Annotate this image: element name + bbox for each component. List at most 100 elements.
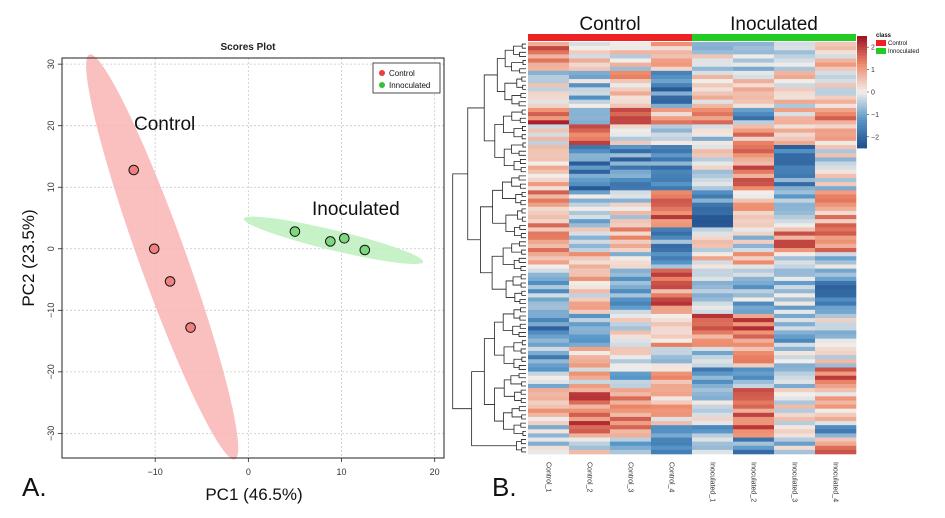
heatmap-cell — [692, 62, 734, 68]
heatmap-cell — [651, 190, 693, 195]
heatmap-dendrogram-branch — [467, 107, 485, 241]
heatmap-cell — [815, 74, 857, 80]
heatmap-dendrogram-branch — [519, 159, 526, 164]
heatmap-cell — [774, 334, 816, 339]
heatmap-cell — [528, 215, 570, 220]
heatmap-cell — [774, 412, 816, 418]
heatmap-cell — [610, 58, 652, 63]
heatmap-cell — [815, 379, 857, 385]
heatmap-cell — [774, 318, 816, 323]
heatmap-cell — [692, 87, 734, 92]
heatmap-group-labels: Control Inoculated — [579, 14, 817, 35]
heatmap-cell — [528, 351, 570, 356]
heatmap-cell — [815, 367, 857, 372]
heatmap-cell — [815, 363, 857, 368]
heatmap-cell — [528, 375, 570, 381]
heatmap-cell — [692, 433, 734, 438]
heatmap-cell — [815, 445, 857, 451]
heatmap-cell — [733, 318, 775, 323]
heatmap-cell — [528, 437, 570, 442]
heatmap-cell — [610, 301, 652, 306]
heatmap-cell — [692, 124, 734, 129]
heatmap-cell — [733, 74, 775, 80]
heatmap-cell — [610, 412, 652, 418]
heatmap-cell — [733, 425, 775, 430]
heatmap-cell — [651, 318, 693, 323]
heatmap-cell — [610, 375, 652, 381]
heatmap-cell — [528, 132, 570, 138]
heatmap-cell — [774, 161, 816, 166]
heatmap-cell — [692, 153, 734, 158]
heatmap-cell — [528, 95, 570, 100]
heatmap-cell — [569, 239, 611, 245]
heatmap-cell — [774, 227, 816, 232]
heatmap-cell — [815, 62, 857, 68]
heatmap-cell — [651, 149, 693, 154]
heatmap-dendrogram-branch — [518, 101, 526, 107]
heatmap-cell — [528, 318, 570, 323]
heatmap-cell — [651, 408, 693, 414]
heatmap-cell — [733, 301, 775, 306]
heatmap-colorbar-segment — [857, 72, 867, 76]
heatmap-cell — [569, 95, 611, 100]
heatmap-cell — [692, 421, 734, 426]
heatmap-cell — [733, 231, 775, 236]
heatmap-cell — [733, 239, 775, 245]
heatmap-cell — [692, 289, 734, 294]
heatmap-cell — [528, 363, 570, 368]
heatmap-cell — [774, 346, 816, 352]
heatmap-cell — [815, 293, 857, 298]
heatmap-cell — [528, 79, 570, 84]
heatmap-cell — [528, 293, 570, 298]
pca-x-tick-label: 10 — [337, 467, 347, 477]
heatmap-cell — [528, 87, 570, 92]
heatmap-cell — [651, 359, 693, 364]
heatmap-cell — [610, 206, 652, 212]
heatmap-cell — [733, 46, 775, 51]
heatmap-cell — [733, 186, 775, 191]
heatmap-cell — [651, 388, 693, 393]
heatmap-cell — [610, 326, 652, 331]
heatmap-cell — [651, 70, 693, 76]
pca-y-tick-label: −30 — [46, 426, 56, 441]
heatmap-cell — [651, 198, 693, 203]
heatmap-cell — [569, 243, 611, 249]
heatmap-cell — [569, 173, 611, 179]
heatmap-cell — [815, 400, 857, 405]
heatmap-cell — [651, 42, 693, 47]
heatmap-dendrogram-branch — [492, 189, 506, 224]
heatmap-cell — [774, 235, 816, 241]
heatmap-dendrogram-branch — [483, 338, 495, 405]
heatmap-cell — [610, 359, 652, 364]
heatmap-cell — [610, 79, 652, 84]
heatmap-cell — [815, 326, 857, 331]
heatmap-cell — [528, 276, 570, 282]
heatmap-cell — [774, 186, 816, 191]
heatmap-cell — [569, 416, 611, 422]
heatmap-cell — [528, 404, 570, 409]
heatmap-cell — [733, 157, 775, 162]
heatmap-dendrogram-branch — [518, 150, 526, 156]
heatmap-colorbar-segment — [857, 145, 867, 149]
heatmap-cell — [733, 379, 775, 385]
heatmap-cell — [569, 46, 611, 51]
heatmap-cell — [815, 355, 857, 360]
heatmap-cell — [733, 305, 775, 311]
heatmap-cell — [692, 449, 734, 455]
heatmap-cell — [528, 66, 570, 72]
heatmap-cell — [651, 429, 693, 434]
heatmap-cell — [774, 202, 816, 208]
heatmap-cell — [692, 190, 734, 195]
heatmap-cell — [692, 145, 734, 150]
heatmap-cell — [692, 169, 734, 175]
heatmap-cell — [815, 182, 857, 187]
heatmap-colorbar-segment — [857, 44, 867, 48]
heatmap-cell — [774, 74, 816, 80]
heatmap-cell — [692, 107, 734, 113]
heatmap-cell — [610, 202, 652, 208]
heatmap-cell — [610, 140, 652, 146]
heatmap-cell — [774, 264, 816, 269]
heatmap-cell — [733, 70, 775, 76]
heatmap-dendrogram-branch — [521, 414, 526, 420]
heatmap-cell — [733, 124, 775, 129]
